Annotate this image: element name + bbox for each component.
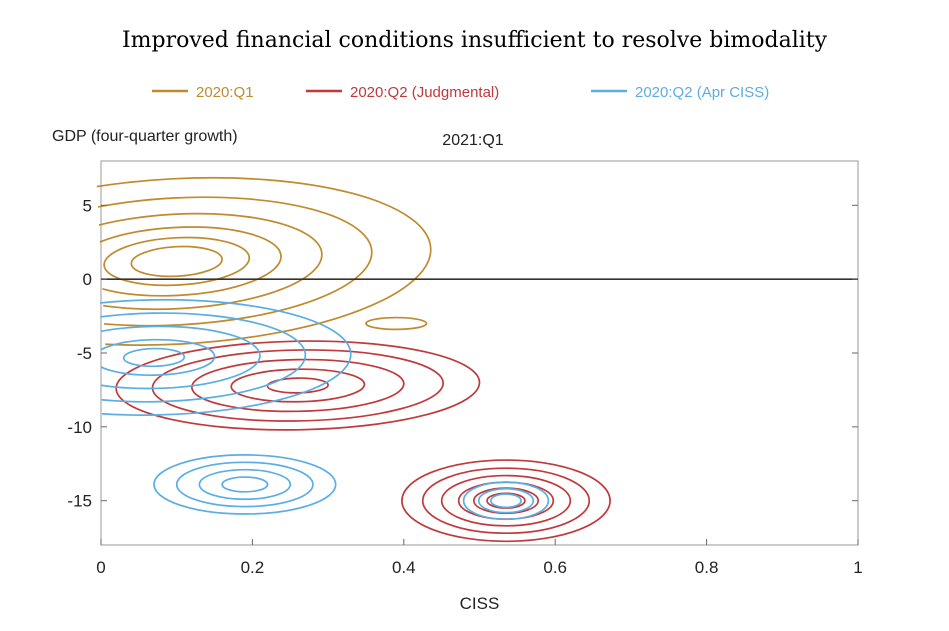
contour-1-mode-1-level-4 (95, 212, 323, 311)
contour-2-mode-2-level-2 (472, 487, 540, 515)
contour-3-mode-2-level-3 (175, 461, 314, 508)
contour-3-mode-1-level-4 (97, 312, 307, 403)
contour-2-mode-2-level-1 (486, 492, 526, 509)
contour-3-mode-2-level-1 (221, 476, 269, 493)
legend-label-3: 2020:Q2 (Apr CISS) (635, 84, 769, 101)
y-axis-label: GDP (four-quarter growth) (52, 128, 238, 145)
contour-1-mode-1-level-6 (95, 176, 432, 346)
contour-1-mode-1-level-2 (103, 236, 251, 287)
contour-1-mode-2-level-1 (365, 316, 428, 331)
contour-2-mode-1-level-5 (115, 340, 481, 431)
y-tick-label: -15 (67, 492, 92, 511)
chart-title: Improved financial conditions insufficie… (121, 28, 828, 53)
x-tick-label: 0 (96, 558, 105, 577)
x-tick-label: 1 (853, 558, 862, 577)
contour-3-mode-1-level-3 (97, 325, 261, 390)
x-tick-label: 0.4 (392, 558, 416, 577)
chart-subtitle: 2021:Q1 (442, 132, 503, 149)
contour-3-mode-2-level-2 (198, 468, 292, 501)
contour-1-mode-1-level-5 (95, 196, 373, 327)
contour-3-mode-1-level-1 (122, 347, 186, 368)
contour-3-mode-2-level-4 (153, 454, 337, 515)
contour-3-mode-3-level-2 (477, 487, 535, 514)
contour-2-mode-2-level-6 (401, 459, 611, 543)
contour-3-mode-3-level-1 (490, 493, 522, 509)
legend-label-2: 2020:Q2 (Judgmental) (350, 84, 499, 101)
legend-label-1: 2020:Q1 (196, 84, 254, 101)
contour-2-mode-2-level-4 (440, 474, 572, 527)
contour-2-mode-1-level-3 (191, 358, 405, 413)
plot-frame (100, 160, 859, 546)
contour-3-mode-1-level-2 (97, 338, 216, 377)
y-tick-label: 0 (83, 270, 92, 289)
contour-1-mode-1-level-3 (95, 226, 282, 297)
contour-2-mode-2-level-5 (421, 467, 591, 535)
x-tick-label: 0.2 (241, 558, 265, 577)
x-axis-label: CISS (460, 594, 500, 613)
contour-1-mode-1-level-1 (130, 245, 223, 278)
contour-2-mode-1-level-2 (230, 368, 366, 403)
y-tick-label: -5 (77, 344, 92, 363)
x-tick-label: 0.8 (695, 558, 719, 577)
y-tick-label: -10 (67, 418, 92, 437)
x-tick-label: 0.6 (543, 558, 567, 577)
contour-3-mode-3-level-3 (462, 481, 550, 521)
y-tick-label: 5 (83, 196, 92, 215)
contour-2-mode-1-level-1 (266, 377, 329, 394)
contour-3-mode-1-level-5 (97, 298, 352, 416)
